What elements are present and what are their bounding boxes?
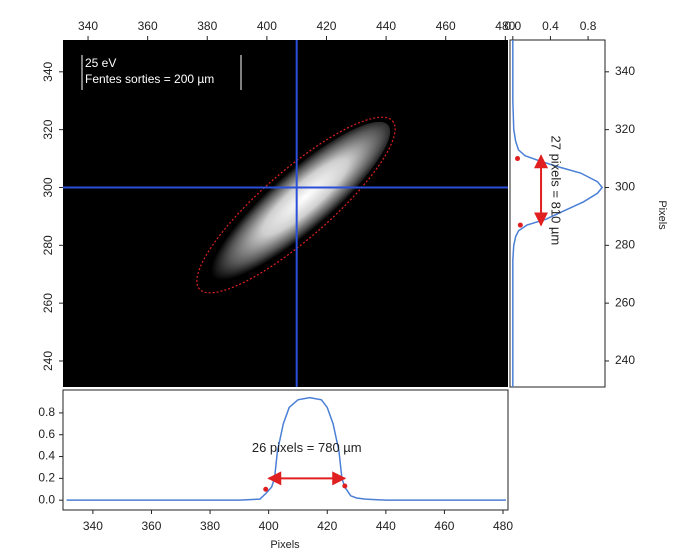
x-tick-label: 400 <box>257 19 277 33</box>
x-axis-label: Pixels <box>270 539 300 551</box>
marker <box>517 222 523 228</box>
y-tick-label: 300 <box>615 180 635 194</box>
y-tick-label: 240 <box>615 353 635 367</box>
y-tick-label: 0.6 <box>38 427 55 441</box>
x-tick-label: 420 <box>316 19 336 33</box>
y-axis-label: Pixels <box>656 200 668 230</box>
contour <box>196 116 396 294</box>
x-tick-label: 0.0 <box>504 19 521 33</box>
x-tick-label: 340 <box>83 519 103 533</box>
y-tick-label: 240 <box>41 351 55 371</box>
annotation: 27 pixels = 810 µm <box>549 135 564 245</box>
x-tick-label: 460 <box>436 19 456 33</box>
y-tick-label: 340 <box>615 64 635 78</box>
x-tick-label: 400 <box>259 519 279 533</box>
x-tick-label: 0.4 <box>542 19 559 33</box>
y-tick-label: 0.8 <box>38 405 55 419</box>
y-tick-label: 300 <box>41 177 55 197</box>
y-tick-label: 320 <box>615 122 635 136</box>
y-tick-label: 340 <box>41 61 55 81</box>
annotation: Fentes sorties = 200 µm <box>85 72 214 86</box>
y-tick-label: 280 <box>615 237 635 251</box>
x-tick-label: 0.8 <box>580 19 597 33</box>
x-tick-label: 480 <box>495 19 515 33</box>
x-tick-label: 480 <box>493 519 513 533</box>
x-tick-label: 340 <box>78 19 98 33</box>
x-tick-label: 460 <box>434 519 454 533</box>
profile-line <box>512 40 604 387</box>
x-tick-label: 360 <box>138 19 158 33</box>
annotation: 26 pixels = 780 µm <box>252 440 362 455</box>
x-tick-label: 360 <box>141 519 161 533</box>
y-tick-label: 260 <box>41 293 55 313</box>
x-tick-label: 380 <box>200 519 220 533</box>
profile-line <box>66 396 506 501</box>
y-tick-label: 0.4 <box>38 449 55 463</box>
marker <box>263 486 269 492</box>
y-tick-label: 320 <box>41 119 55 139</box>
x-tick-label: 420 <box>317 519 337 533</box>
x-tick-label: 440 <box>376 519 396 533</box>
y-tick-label: 0.0 <box>38 492 55 506</box>
x-tick-label: 440 <box>376 19 396 33</box>
marker <box>342 483 348 489</box>
marker <box>515 156 521 162</box>
y-tick-label: 0.2 <box>38 471 55 485</box>
x-tick-label: 380 <box>197 19 217 33</box>
annotation: 25 eV <box>85 56 116 70</box>
annotation-box <box>81 55 242 90</box>
y-tick-label: 260 <box>615 295 635 309</box>
bottom-plot-frame <box>62 389 509 511</box>
y-tick-label: 280 <box>41 235 55 255</box>
